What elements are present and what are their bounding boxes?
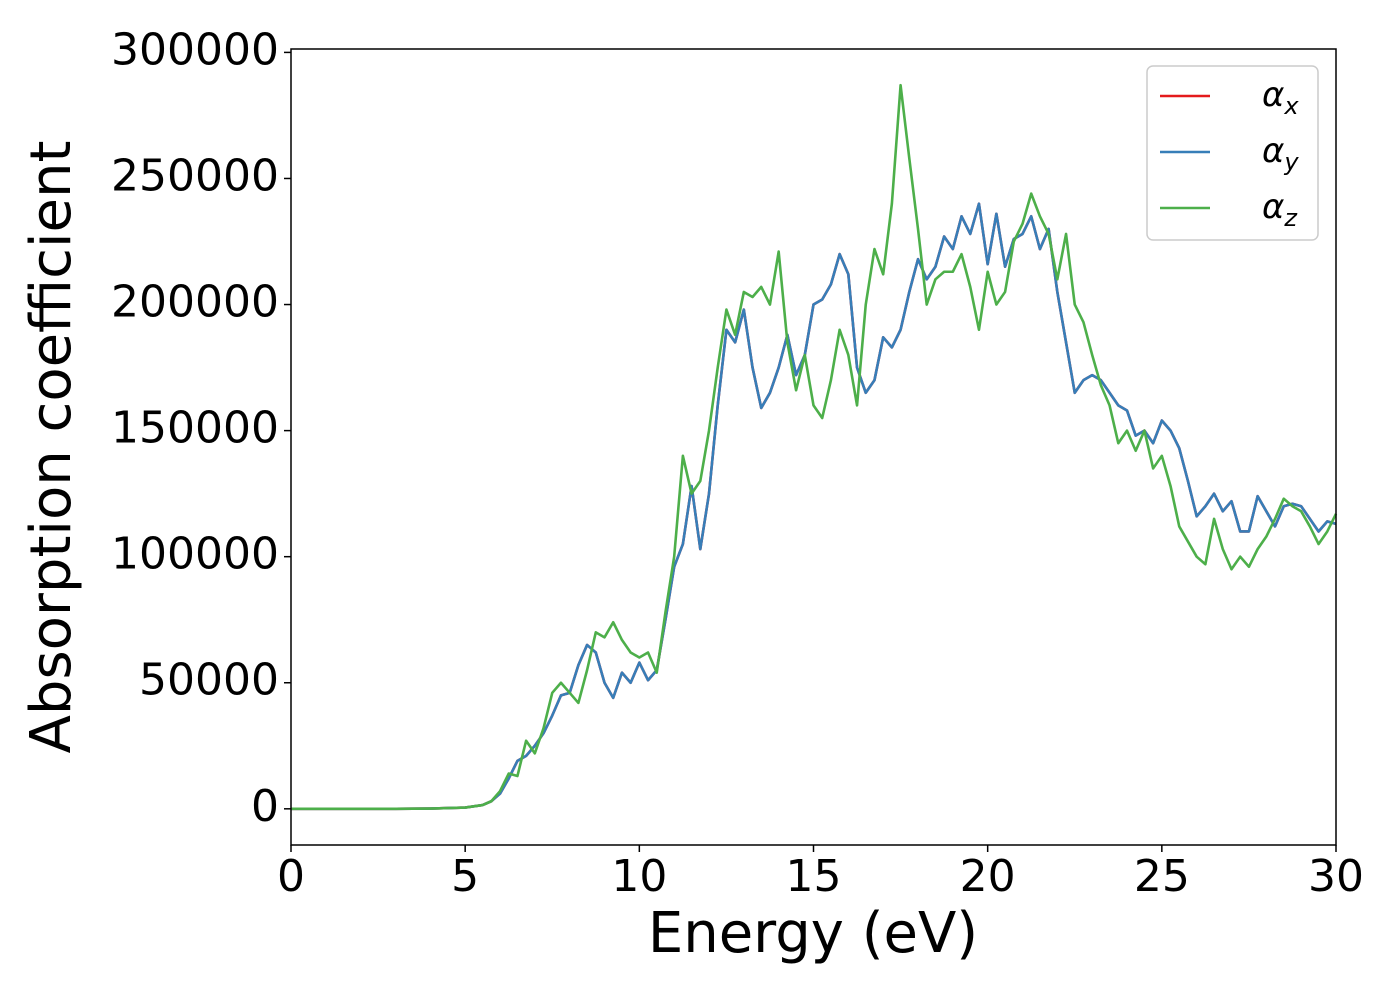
- y-tick-label: 100000: [111, 529, 279, 580]
- legend-box: [1146, 65, 1319, 241]
- x-axis-label: Energy (eV): [648, 901, 978, 966]
- x-tick-label: 15: [786, 851, 842, 902]
- x-tick-label: 0: [277, 851, 305, 902]
- legend-label: αz: [1262, 187, 1298, 232]
- legend: αx αy αz: [1146, 65, 1319, 241]
- y-tick-label: 300000: [111, 24, 279, 75]
- y-tick-label: 200000: [111, 277, 279, 328]
- x-tick-label: 20: [960, 851, 1016, 902]
- plot-frame: [290, 48, 1337, 846]
- x-tick-label: 10: [611, 851, 667, 902]
- legend-label: αy: [1262, 131, 1299, 176]
- y-tick-label: 250000: [111, 150, 279, 201]
- y-tick-label: 50000: [139, 655, 279, 706]
- legend-label: αx: [1262, 75, 1299, 120]
- y-tick-label: 0: [251, 781, 279, 832]
- x-tick-label: 5: [451, 851, 479, 902]
- x-tick-label: 25: [1134, 851, 1190, 902]
- x-tick-label: 30: [1308, 851, 1364, 902]
- y-axis-label: Absorption coefficient: [19, 141, 84, 754]
- series-line: [291, 202, 1337, 811]
- y-tick-label: 150000: [111, 403, 279, 454]
- series-line: [291, 83, 1338, 811]
